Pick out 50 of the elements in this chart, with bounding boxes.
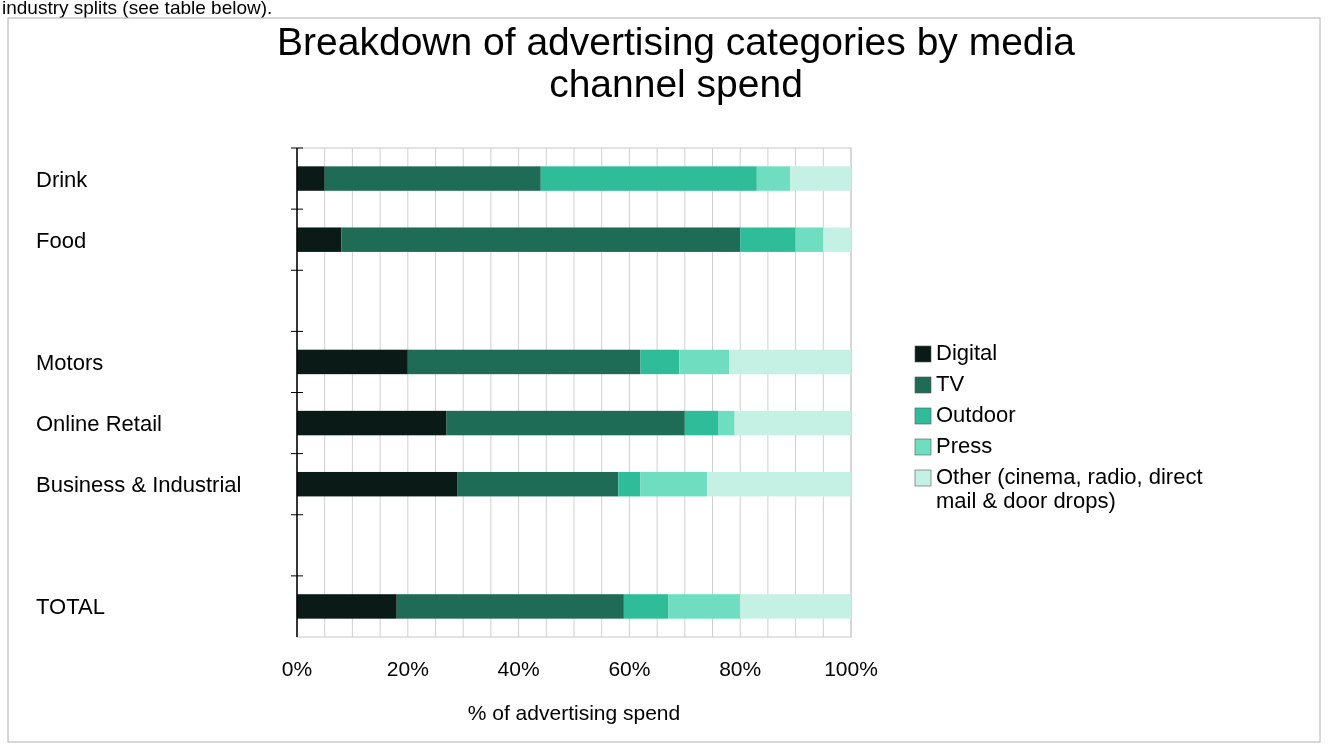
y-tick-label: Online Retail — [36, 411, 162, 437]
legend-label: Press — [936, 433, 993, 458]
bar — [297, 594, 397, 619]
y-tick-label: Motors — [36, 349, 104, 375]
x-tick-label: 0% — [281, 657, 313, 680]
bar — [396, 594, 624, 619]
bar — [684, 410, 719, 436]
bar — [740, 227, 796, 252]
bar — [618, 471, 641, 497]
bar — [341, 227, 741, 252]
chart-title: Breakdown of advertising categories by media channel spend — [277, 20, 1076, 105]
bar — [756, 166, 791, 191]
x-tick-label: 80% — [719, 657, 762, 680]
bar — [640, 471, 707, 497]
bar — [729, 349, 851, 375]
bar — [823, 227, 851, 252]
bar — [623, 594, 669, 619]
bar — [446, 410, 685, 436]
bar — [407, 349, 641, 375]
legend-label: TV — [936, 371, 965, 396]
bar — [297, 166, 325, 191]
x-tick-label: 100% — [824, 657, 878, 680]
bar — [324, 166, 541, 191]
bar — [640, 349, 680, 375]
bar — [795, 227, 824, 252]
y-tick-label: TOTAL — [36, 594, 105, 620]
x-tick-label: 20% — [386, 657, 429, 680]
bar — [540, 166, 757, 191]
x-axis-title: % of advertising spend — [467, 701, 681, 724]
bar — [297, 471, 458, 497]
bar — [706, 471, 851, 497]
bar — [679, 349, 730, 375]
y-tick-label: Business & Industrial — [36, 472, 242, 498]
x-tick-label: 60% — [608, 657, 651, 680]
bar — [668, 594, 741, 619]
bar — [297, 227, 342, 252]
bar — [790, 166, 851, 191]
legend-label: Other (cinema, radio, direct mail & door drops) — [936, 464, 1203, 513]
bar — [740, 594, 851, 619]
bar — [734, 410, 851, 436]
legend-label: Outdoor — [936, 402, 1016, 427]
bar — [297, 410, 447, 436]
text: industry splits (see table below). — [2, 0, 273, 18]
y-tick-label: Drink — [36, 166, 89, 192]
y-tick-label: Food — [36, 227, 87, 253]
bar — [457, 471, 619, 497]
x-tick-label: 40% — [497, 657, 540, 680]
legend-label: Digital — [936, 340, 998, 365]
bar — [718, 410, 735, 436]
bar — [297, 349, 408, 375]
